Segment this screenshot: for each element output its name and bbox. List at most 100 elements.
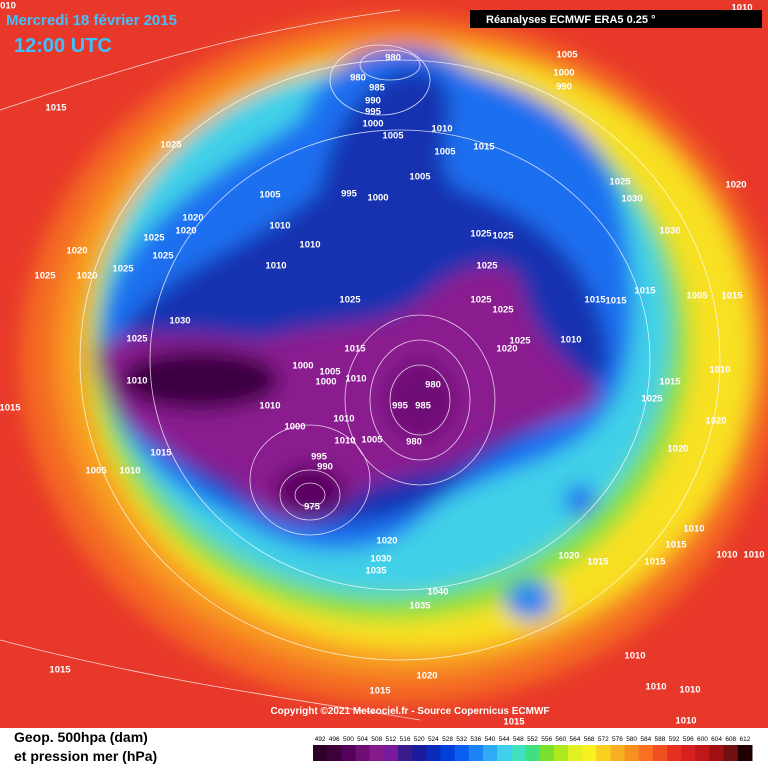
scale-tick-label: 600 <box>697 736 708 743</box>
isobar-label: 1005 <box>319 367 341 378</box>
isobar-label: 1000 <box>362 119 383 130</box>
scale-swatch <box>567 745 583 761</box>
scale-swatch <box>525 745 541 761</box>
isobar-label: 1010 <box>560 335 581 346</box>
isobar-label: 1005 <box>686 291 708 302</box>
isobar-label: 1015 <box>584 295 606 306</box>
scale-tick-label: 512 <box>385 736 396 743</box>
isobar-label: 990 <box>317 462 333 473</box>
scale-swatch <box>709 745 725 761</box>
isobar-label: 1010 <box>334 436 355 447</box>
isobar-label: 1010 <box>119 466 140 477</box>
scale-swatch <box>313 745 328 761</box>
isobar-label: 1020 <box>182 213 203 224</box>
isobar-label: 1010 <box>299 240 320 251</box>
isobar-label: 1025 <box>470 295 492 306</box>
scale-swatch <box>695 745 711 761</box>
isobar-label: 1025 <box>470 229 492 240</box>
scale-swatch <box>723 745 739 761</box>
time: 12:00 UTC <box>14 35 112 57</box>
isobar-label: 1020 <box>496 344 517 355</box>
scale-tick-label: 536 <box>470 736 481 743</box>
isobar-label: 1015 <box>634 286 656 297</box>
isobar-label: 1030 <box>370 554 391 565</box>
isobar-label: 1005 <box>85 466 107 477</box>
isobar-label: 1000 <box>315 377 336 388</box>
isobar-label: 995 <box>365 107 382 118</box>
isobar-label: 1010 <box>431 124 452 135</box>
scale-swatch <box>482 745 498 761</box>
isobar-label: 1025 <box>492 305 514 316</box>
scale-swatch <box>497 745 512 761</box>
isobar-label: 1025 <box>509 336 531 347</box>
isobar-label: 1010 <box>345 374 366 385</box>
isobar-label: 1025 <box>492 231 514 242</box>
isobar-label: 1000 <box>367 193 388 204</box>
isobar-label: 1015 <box>587 557 609 568</box>
legend-line2: et pression mer (hPa) <box>14 748 157 764</box>
scale-tick-label: 516 <box>400 736 411 743</box>
isobar-label: 1015 <box>605 296 627 307</box>
scale-tick-label: 532 <box>456 736 467 743</box>
scale-tick-label: 576 <box>612 736 623 743</box>
isobar-label: 1035 <box>409 601 431 612</box>
scale-swatch <box>468 745 484 761</box>
isobar-label: 1040 <box>427 587 448 598</box>
isobar-label: 1020 <box>705 416 726 427</box>
isobar-label: 1005 <box>409 172 431 183</box>
scale-swatch <box>737 745 753 761</box>
isobar-label: 1010 <box>709 365 730 376</box>
isobar-label: 1015 <box>644 557 666 568</box>
scale-swatch <box>596 745 611 761</box>
isobar-label: 1030 <box>169 316 190 327</box>
isobar-label: 1010 <box>675 716 696 727</box>
scale-tick-label: 564 <box>570 736 581 743</box>
isobar-label: 1025 <box>641 394 663 405</box>
scale-tick-label: 496 <box>329 736 340 743</box>
isobar-label: 1010 <box>716 550 737 561</box>
scale-tick-label: 556 <box>541 736 552 743</box>
isobar-label: 1010 <box>126 376 147 387</box>
isobar-label: 975 <box>304 502 321 513</box>
isobar-label: 1025 <box>112 264 134 275</box>
geopotential-field <box>0 0 768 728</box>
scale-tick-label: 552 <box>527 736 538 743</box>
isobar-label: 1020 <box>416 671 437 682</box>
scale-tick-label: 528 <box>442 736 453 743</box>
isobar-label: 1020 <box>667 444 688 455</box>
isobar-label: 1015 <box>369 686 391 697</box>
color-scale: 492 496 500 504 508 512 516 520 524 528 532 536 540 5… <box>313 736 753 761</box>
isobar-label: 985 <box>369 83 386 94</box>
scale-tick-label: 608 <box>725 736 736 743</box>
legend-line1: Geop. 500hpa (dam) <box>14 729 148 745</box>
isobar-label: 1010 <box>645 682 666 693</box>
isobar-label: 1015 <box>49 665 71 676</box>
isobar-label: 1010 <box>624 651 645 662</box>
scale-tick-label: 584 <box>640 736 651 743</box>
isobar-label: 1010 <box>265 261 286 272</box>
scale-tick-label: 508 <box>371 736 382 743</box>
isobar-label: 1025 <box>160 140 182 151</box>
scale-swatch <box>412 745 427 761</box>
scale-swatch <box>355 745 371 761</box>
scale-tick-label: 612 <box>739 736 750 743</box>
scale-swatch <box>341 745 356 761</box>
scale-swatch <box>667 745 682 761</box>
isobar-label: 1005 <box>556 50 578 61</box>
isobar-label: 980 <box>406 437 422 448</box>
source-text: Réanalyses ECMWF ERA5 0.25 ° <box>486 14 655 26</box>
date: Mercredi 18 février 2015 <box>6 12 177 29</box>
copyright: Copyright ©2021 Meteociel.fr - Source Co… <box>270 706 549 717</box>
scale-swatch <box>638 745 654 761</box>
isobar-label: 1010 <box>679 685 700 696</box>
isobar-label: 010 <box>0 1 16 12</box>
scale-swatch <box>610 745 626 761</box>
isobar-label: 985 <box>415 401 432 412</box>
scale-swatch <box>624 745 640 761</box>
isobar-label: 1030 <box>621 194 642 205</box>
isobar-label: 1015 <box>665 540 687 551</box>
scale-swatch <box>652 745 668 761</box>
scale-tick-label: 592 <box>669 736 680 743</box>
scale-swatch <box>426 745 441 761</box>
scale-swatch <box>553 745 569 761</box>
